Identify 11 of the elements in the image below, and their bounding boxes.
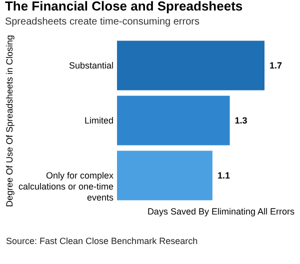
y-tick-label: Limited (84, 116, 114, 126)
y-axis-title: Degree Of Use Of Spreadsheets in Closing (4, 34, 14, 208)
data-label: 1.1 (217, 170, 230, 180)
chart-title: The Financial Close and Spreadsheets (4, 0, 243, 14)
data-label: 1.7 (270, 60, 282, 70)
source-note: Source: Fast Clean Close Benchmark Research (6, 236, 199, 246)
data-label: 1.3 (234, 116, 248, 126)
chart-subtitle: Spreadsheets create time-consuming errors (4, 16, 200, 28)
y-tick-label: Only for complex calculations or one-time events (18, 170, 114, 202)
y-tick-label: Substantial (68, 60, 114, 70)
x-axis-title: Days Saved By Eliminating All Errors (147, 206, 295, 216)
